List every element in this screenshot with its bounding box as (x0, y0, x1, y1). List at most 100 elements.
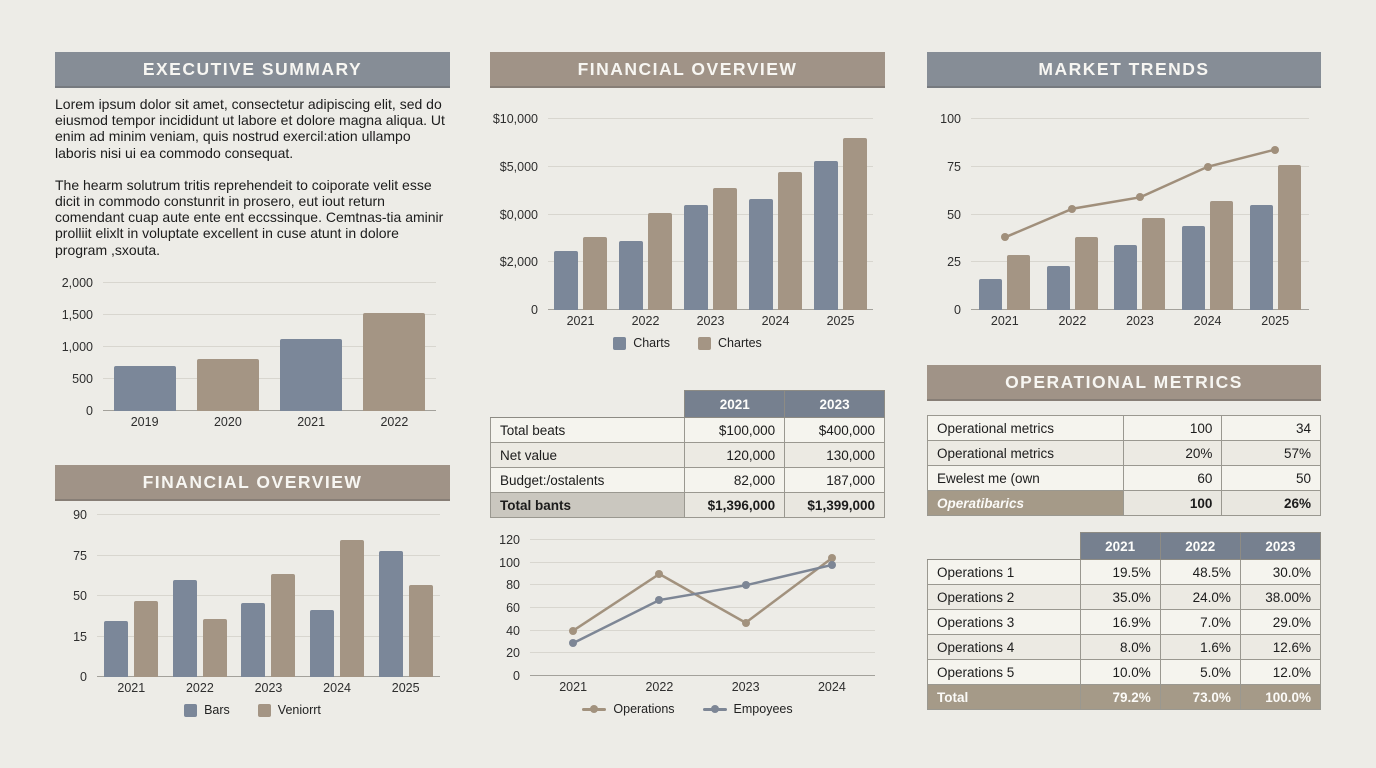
cell-value: 38.00% (1239, 584, 1322, 610)
y-tick-label: $5,000 (499, 159, 538, 174)
x-tick-label: 2022 (631, 314, 660, 328)
x-axis-labels: 2019 2020 2021 2022 (103, 415, 436, 429)
bar-group (971, 119, 1039, 310)
gridline (530, 607, 875, 608)
bar (202, 619, 227, 677)
column-header: 2023 (1239, 532, 1322, 560)
summary-paragraph: The hearm solutrum tritis reprehendeit t… (55, 176, 444, 258)
y-tick-label: 500 (72, 372, 93, 386)
legend-square-marker (613, 336, 627, 350)
legend-line-marker (702, 704, 727, 714)
bar (280, 338, 343, 411)
legend-square-marker (698, 336, 712, 350)
financial-overview-left-header: FINANCIAL OVERVIEW (55, 465, 450, 501)
gridline (530, 629, 875, 631)
bar-group (371, 515, 440, 677)
x-tick-label: 2022 (1058, 314, 1087, 328)
plot-area (971, 118, 1309, 310)
x-tick-label: 2025 (1261, 314, 1290, 328)
y-tick-label: 80 (506, 578, 520, 593)
y-tick-label: 40 (506, 623, 520, 638)
bar (310, 610, 335, 677)
gridline (548, 213, 873, 215)
cell-value: 19.5% (1079, 559, 1161, 585)
row-label: Ewelest me (own (927, 465, 1124, 491)
bar (619, 241, 643, 310)
y-tick-label: 20 (506, 646, 520, 661)
cell-value: 12.6% (1239, 634, 1322, 660)
bar-groups (97, 515, 440, 677)
y-tick-label: 0 (86, 404, 93, 418)
legend-dot (710, 705, 719, 713)
x-tick-label: 2020 (213, 415, 242, 429)
cell-value: $400,000 (784, 417, 885, 443)
cell-value: 29.0% (1239, 609, 1322, 635)
cell-value: 20% (1122, 440, 1223, 466)
chart-legend: Bars Veniorrt (55, 703, 450, 717)
row-label: Operations 3 (927, 609, 1081, 635)
legend-item: Chartes (698, 336, 762, 350)
y-tick-label: 50 (73, 589, 87, 603)
bar (778, 172, 802, 310)
cell-value: 30.0% (1239, 559, 1322, 585)
line-point (1271, 145, 1280, 154)
table-header-row: 2021 2023 (489, 390, 885, 418)
bar (363, 313, 426, 411)
legend-item: Veniorrt (257, 703, 321, 717)
legend-label: Empoyees (733, 702, 793, 716)
legend-item: Bars (184, 703, 230, 717)
x-tick-label: 2021 (297, 415, 326, 429)
line-series (971, 119, 1309, 310)
table-row: Total beats $100,000 $400,000 (489, 417, 885, 443)
x-tick-label: 2024 (817, 680, 846, 694)
y-tick-label: 75 (947, 159, 961, 174)
legend-label: Bars (204, 703, 230, 717)
y-tick-label: 100 (499, 555, 520, 570)
y-axis: 0 20 40 60 80 100 120 (490, 533, 520, 683)
table-row: Budget:/ostalents 82,000 187,000 (489, 467, 885, 493)
gridline (103, 282, 436, 283)
column-header: 2021 (1079, 532, 1161, 560)
y-tick-label: 15 (73, 629, 87, 644)
gridline (548, 309, 873, 310)
bar (340, 540, 365, 677)
line-series (530, 540, 875, 676)
column-header: 2022 (1159, 532, 1241, 560)
bar-group (303, 515, 372, 677)
cell-value: 16.9% (1079, 609, 1161, 635)
x-tick-label: 2024 (761, 314, 790, 328)
total-label: Total bants (489, 492, 686, 518)
line-point (1203, 162, 1212, 171)
x-tick-label: 2021 (559, 680, 588, 694)
table-row: Net value 120,000 130,000 (489, 442, 885, 468)
line-point (827, 554, 836, 563)
total-value: $1,396,000 (684, 492, 786, 518)
plot-area (97, 514, 440, 677)
bar-group (1106, 119, 1174, 310)
legend-square-marker (184, 703, 198, 717)
cell-value: 82,000 (684, 467, 786, 493)
x-axis-labels: 2021 2022 2023 2024 2025 (97, 681, 440, 695)
bar-group (166, 515, 235, 677)
operational-metrics-summary-table: Operational metrics 100 34 Operational metr… (927, 415, 1321, 516)
bar-group (353, 283, 436, 411)
gridline (971, 261, 1309, 263)
gridline (530, 561, 875, 563)
plot-area (103, 282, 436, 411)
table-row: Ewelest me (own 60 50 (927, 465, 1321, 491)
y-tick-label: $10,000 (492, 112, 538, 126)
row-label: Operations 5 (927, 659, 1081, 685)
bar (408, 585, 433, 677)
bar-group (678, 119, 743, 310)
bar-group (808, 119, 873, 310)
x-axis-labels: 2021 2022 2023 2024 2025 (548, 314, 873, 328)
bar-groups (548, 119, 873, 310)
row-label: Budget:/ostalents (489, 467, 686, 493)
legend-square-marker (257, 703, 271, 717)
bar (196, 358, 259, 411)
line-point (741, 581, 750, 590)
bar (1114, 245, 1138, 310)
bar-group (270, 283, 353, 411)
bar (1074, 237, 1098, 310)
column-header: 2023 (784, 390, 885, 418)
